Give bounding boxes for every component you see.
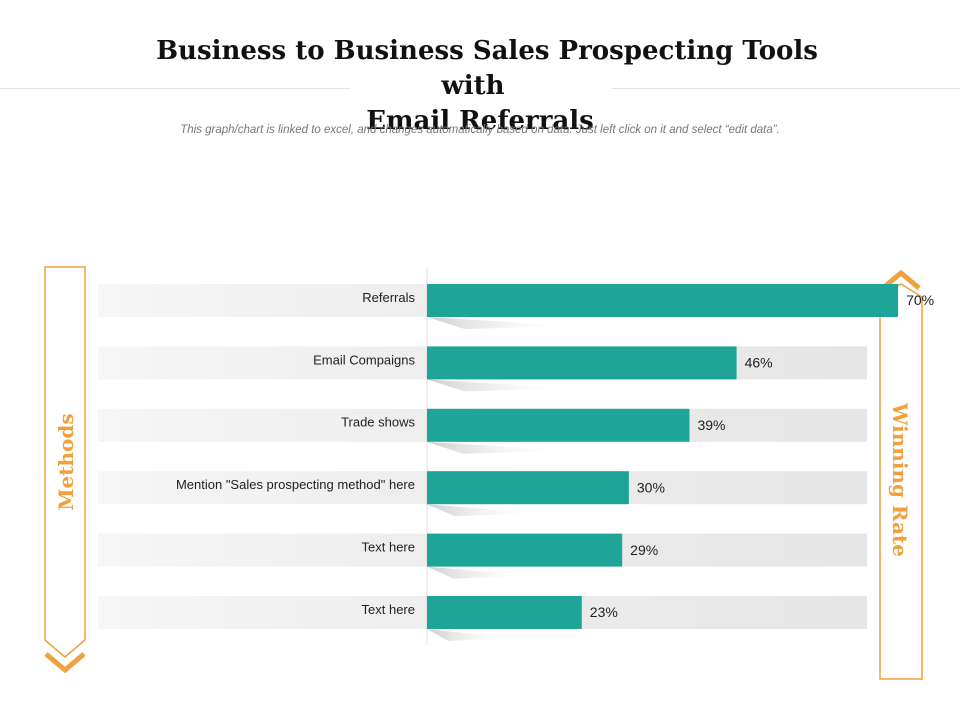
bar-shadow <box>427 317 577 329</box>
category-label: Trade shows <box>341 415 415 430</box>
page-title-line-2: Email Referrals <box>352 106 608 136</box>
bar <box>427 346 737 380</box>
value-label: 46% <box>745 355 773 371</box>
page-subtitle: This graph/chart is linked to excel, and… <box>180 124 780 136</box>
category-label: Text here <box>362 540 415 555</box>
title-divider-left <box>0 88 350 89</box>
methods-arrow-frame <box>44 266 86 658</box>
bar-shadow <box>427 504 539 517</box>
value-label: 29% <box>630 542 658 558</box>
chevron-down-icon <box>44 652 86 674</box>
value-label: 30% <box>637 479 665 495</box>
bar <box>427 471 629 505</box>
bar <box>427 533 623 567</box>
bar-shadow <box>427 629 513 641</box>
value-label: 23% <box>590 604 618 620</box>
category-label: Text here <box>362 602 415 617</box>
category-label: Mention "Sales prospecting method" here <box>176 477 415 492</box>
bar <box>427 596 582 629</box>
bar-shadow <box>427 379 577 392</box>
bar-shadow <box>427 566 535 579</box>
page-title: Business to Business Sales Prospecting T… <box>100 34 860 139</box>
title-divider-right <box>612 88 960 89</box>
bar <box>427 408 690 442</box>
bar-shadow <box>427 441 572 454</box>
value-label: 39% <box>697 417 725 433</box>
value-label: 70% <box>906 292 934 308</box>
category-label: Email Compaigns <box>313 352 415 367</box>
category-label: Referrals <box>362 290 415 305</box>
chevron-up-icon <box>881 269 921 290</box>
bar <box>427 284 899 317</box>
